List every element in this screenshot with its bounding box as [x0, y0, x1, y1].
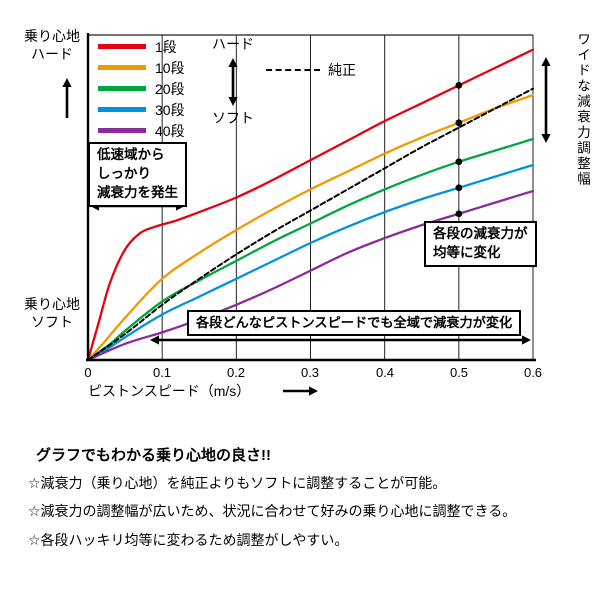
legend-swatch [98, 65, 146, 70]
legend-stock-label: 純正 [328, 62, 356, 78]
legend-label: 30段 [155, 101, 185, 118]
legend-hard-soft-arrow [228, 58, 238, 106]
annotation-equal-steps: 各段の減衰力が 均等に変化 [424, 221, 537, 267]
legend-label: 20段 [155, 80, 185, 97]
legend-hard-label: ハード [212, 36, 254, 52]
legend-swatch [98, 44, 146, 49]
legend: 1段 10段 20段 30段 40段 [98, 36, 185, 141]
legend-item-5: 40段 [98, 120, 185, 141]
legend-item-4: 30段 [98, 99, 185, 120]
legend-swatch [98, 128, 146, 133]
legend-label: 10段 [155, 59, 185, 76]
curve-1段 [86, 48, 535, 362]
x-tick-0: 0 [84, 365, 92, 380]
legend-swatch [98, 86, 146, 91]
chart-canvas [62, 33, 551, 396]
footer-bullet: ☆減衰力の調整幅が広いため、状況に合わせて好みの乗り心地に調整できる。 [28, 503, 517, 520]
x-tick-4: 0.4 [375, 365, 395, 380]
footer-bullet: ☆各段ハッキリ均等に変わるため調整がしやすい。 [28, 531, 349, 548]
x-axis-label: ピストンスピード（m/s） [88, 383, 251, 399]
hard-direction-arrow [62, 78, 72, 118]
x-axis-direction-arrow [283, 386, 318, 396]
equal-step-dots [455, 81, 463, 218]
legend-soft-label: ソフト [212, 110, 254, 126]
legend-item-1: 1段 [98, 36, 185, 57]
annotation-wide-adjustment: ワイドな減衰力調整幅 [575, 32, 590, 187]
x-tick-6: 0.6 [523, 365, 543, 380]
annotation-low-speed: 低速域から しっかり 減衰力を発生 [88, 142, 187, 207]
legend-item-2: 10段 [98, 57, 185, 78]
legend-item-stock: 純正 [266, 60, 356, 80]
footer-bullets: ☆減衰力（乗り心地）を純正よりもソフトに調整することが可能。 ☆減衰力の調整幅が… [28, 475, 517, 561]
x-tick-5: 0.5 [449, 365, 469, 380]
annotation-full-range: 各段どんなピストンスピードでも全域で減衰力が変化 [187, 310, 522, 337]
footer-title: グラフでもわかる乗り心地の良さ!! [36, 447, 271, 464]
curve-純正 [87, 87, 534, 361]
legend-swatch [98, 107, 146, 112]
footer-bullet: ☆減衰力（乗り心地）を純正よりもソフトに調整することが可能。 [28, 475, 447, 491]
x-tick-3: 0.3 [300, 365, 320, 380]
legend-label: 40段 [155, 122, 185, 139]
stock-dashed-line-swatch [266, 69, 320, 80]
full-range-arrow [150, 335, 531, 345]
wide-adjustment-arrow [541, 57, 551, 143]
x-tick-1: 0.1 [152, 365, 172, 380]
y-axis-label-soft: 乗り心地 ソフト [24, 296, 80, 330]
y-axis-label-hard: 乗り心地 ハード [24, 28, 80, 62]
legend-item-3: 20段 [98, 78, 185, 99]
legend-label: 1段 [155, 38, 177, 55]
x-tick-2: 0.2 [226, 365, 246, 380]
